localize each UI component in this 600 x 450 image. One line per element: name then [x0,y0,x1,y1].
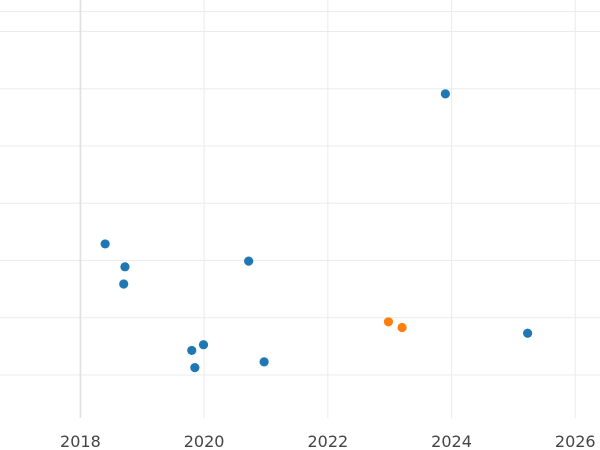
x-tick-label-2020: 2020 [184,432,225,450]
data-point-s0-8 [440,89,450,99]
data-point-s0-9 [523,328,533,338]
data-points [100,89,533,373]
data-point-s0-4 [198,340,209,350]
x-tick-label-2022: 2022 [307,432,348,450]
data-point-s1-0 [383,317,394,327]
data-point-s0-2 [119,279,129,289]
data-point-s0-5 [190,363,200,373]
data-point-s0-6 [244,256,254,266]
x-tick-label-2018: 2018 [60,432,101,450]
data-point-s0-0 [100,239,110,249]
data-point-s0-3 [187,345,197,356]
data-point-s1-1 [397,322,407,333]
x-tick-labels: 2018 2020 2022 2024 2026 [60,432,596,450]
data-point-s0-1 [120,262,130,272]
y-gridlines [0,10,600,376]
x-tick-label-2026: 2026 [555,432,596,450]
data-point-s0-7 [259,357,269,367]
x-gridlines [79,0,576,418]
x-tick-label-2024: 2024 [431,432,472,450]
